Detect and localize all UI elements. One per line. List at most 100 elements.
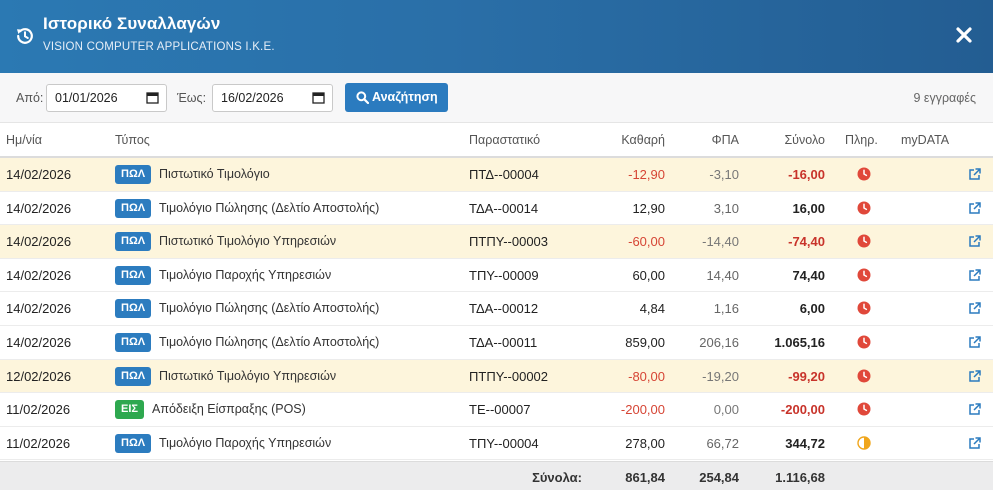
- open-external-icon[interactable]: [968, 168, 981, 181]
- table-row[interactable]: 14/02/2026 ΠΩΛ Τιμολόγιο Πώλησης (Δελτίο…: [0, 292, 993, 326]
- table-row[interactable]: 14/02/2026 ΠΩΛ Τιμολόγιο Πώλησης (Δελτίο…: [0, 325, 993, 360]
- calendar-icon[interactable]: [312, 91, 325, 104]
- col-type[interactable]: Τύπος: [115, 133, 150, 147]
- type-badge: ΕΙΣ: [115, 400, 144, 420]
- open-external-icon[interactable]: [968, 269, 981, 282]
- row-date: 14/02/2026: [6, 167, 72, 182]
- col-vat[interactable]: ΦΠΑ: [711, 133, 739, 147]
- type-badge: ΠΩΛ: [115, 232, 152, 252]
- row-vat: -3,10: [709, 167, 739, 182]
- table-row[interactable]: 14/02/2026 ΠΩΛ Τιμολόγιο Πώλησης (Δελτίο…: [0, 191, 993, 226]
- totals-label: Σύνολα:: [532, 470, 582, 485]
- table-row[interactable]: 11/02/2026 ΠΩΛ Τιμολόγιο Παροχής Υπηρεσι…: [0, 426, 993, 461]
- row-type: Πιστωτικό Τιμολόγιο Υπηρεσιών: [159, 234, 337, 249]
- table-header: Ημ/νία Τύπος Παραστατικό Καθαρή ΦΠΑ Σύνο…: [0, 123, 993, 158]
- type-badge: ΠΩΛ: [115, 299, 152, 319]
- row-vat: -14,40: [702, 234, 739, 250]
- row-vat: 14,40: [706, 267, 739, 283]
- row-net: -80,00: [628, 368, 665, 384]
- type-badge: ΠΩΛ: [115, 366, 152, 386]
- row-type: Απόδειξη Είσπραξης (POS): [152, 402, 306, 417]
- unpaid-clock-icon: [857, 201, 871, 215]
- row-type: Τιμολόγιο Πώλησης (Δελτίο Αποστολής): [159, 301, 380, 316]
- row-date: 14/02/2026: [6, 267, 72, 283]
- row-vat: 3,10: [713, 200, 739, 216]
- from-label: Από:: [16, 91, 44, 105]
- open-external-icon[interactable]: [968, 336, 981, 349]
- row-type: Πιστωτικό Τιμολόγιο: [159, 167, 270, 181]
- col-date[interactable]: Ημ/νία: [6, 133, 42, 147]
- table-row[interactable]: 11/02/2026 ΕΙΣ Απόδειξη Είσπραξης (POS) …: [0, 393, 993, 427]
- col-document[interactable]: Παραστατικό: [469, 133, 541, 147]
- row-total: -74,40: [788, 234, 825, 250]
- col-net[interactable]: Καθαρή: [621, 133, 665, 147]
- row-net: 60,00: [632, 267, 665, 283]
- unpaid-clock-icon: [857, 335, 871, 349]
- row-document: ΤΕ--00007: [469, 402, 531, 418]
- totals-net: 861,84: [625, 470, 665, 485]
- col-total[interactable]: Σύνολο: [784, 133, 825, 147]
- search-icon: [356, 91, 369, 104]
- partial-payment-icon: [857, 436, 871, 450]
- row-net: -60,00: [628, 234, 665, 250]
- row-document: ΤΔΑ--00011: [469, 334, 538, 350]
- history-icon: [17, 28, 33, 44]
- row-net: -12,90: [628, 167, 665, 182]
- dialog-title: Ιστορικό Συναλλαγών: [43, 14, 221, 33]
- unpaid-clock-icon: [857, 402, 871, 416]
- col-payment[interactable]: Πληρ.: [845, 133, 878, 147]
- unpaid-clock-icon: [857, 369, 871, 383]
- table-row[interactable]: 12/02/2026 ΠΩΛ Πιστωτικό Τιμολόγιο Υπηρε…: [0, 359, 993, 394]
- type-badge: ΠΩΛ: [115, 165, 152, 184]
- row-total: 1.065,16: [774, 334, 825, 350]
- row-date: 14/02/2026: [6, 334, 72, 350]
- totals-vat: 254,84: [699, 470, 739, 485]
- row-vat: -19,20: [702, 368, 739, 384]
- row-type: Τιμολόγιο Παροχής Υπηρεσιών: [159, 435, 332, 450]
- row-net: 4,84: [639, 301, 665, 317]
- row-net: -200,00: [620, 402, 665, 418]
- type-badge: ΠΩΛ: [115, 332, 152, 352]
- open-external-icon[interactable]: [968, 437, 981, 450]
- col-mydata[interactable]: myDATA: [901, 133, 950, 147]
- row-total: -200,00: [780, 402, 825, 418]
- table-row[interactable]: 14/02/2026 ΠΩΛ Τιμολόγιο Παροχής Υπηρεσι…: [0, 258, 993, 293]
- open-external-icon[interactable]: [968, 403, 981, 416]
- open-external-icon[interactable]: [968, 369, 981, 383]
- from-date-input[interactable]: 01/01/2026: [46, 84, 167, 112]
- row-document: ΠΤΔ--00004: [469, 167, 539, 182]
- row-type: Τιμολόγιο Πώλησης (Δελτίο Αποστολής): [159, 334, 380, 349]
- dialog-header: Ιστορικό Συναλλαγών VISION COMPUTER APPL…: [0, 0, 993, 73]
- type-badge: ΠΩΛ: [115, 433, 152, 453]
- row-total: 16,00: [792, 200, 825, 216]
- row-net: 12,90: [632, 200, 665, 216]
- row-document: ΤΠΥ--00004: [469, 435, 539, 451]
- table-row[interactable]: 14/02/2026 ΠΩΛ Πιστωτικό Τιμολόγιο Υπηρε…: [0, 225, 993, 259]
- open-external-icon[interactable]: [968, 201, 981, 215]
- type-badge: ΠΩΛ: [115, 265, 152, 285]
- search-button[interactable]: Αναζήτηση: [345, 83, 448, 112]
- transactions-table-body: 14/02/2026 ΠΩΛ Πιστωτικό Τιμολόγιο ΠΤΔ--…: [0, 158, 993, 461]
- row-date: 11/02/2026: [6, 402, 71, 418]
- records-count: 9 εγγραφές: [913, 91, 976, 105]
- row-total: 74,40: [792, 267, 825, 283]
- totals-row: Σύνολα: 861,84 254,84 1.116,68: [0, 461, 993, 490]
- calendar-icon[interactable]: [146, 91, 159, 104]
- open-external-icon[interactable]: [968, 302, 981, 315]
- row-total: 6,00: [799, 301, 825, 317]
- search-button-label: Αναζήτηση: [372, 90, 438, 104]
- to-date-value: 16/02/2026: [221, 91, 284, 105]
- to-date-input[interactable]: 16/02/2026: [212, 84, 333, 112]
- open-external-icon[interactable]: [968, 235, 981, 248]
- row-type: Τιμολόγιο Παροχής Υπηρεσιών: [159, 267, 332, 282]
- unpaid-clock-icon: [857, 167, 871, 181]
- from-date-value: 01/01/2026: [55, 91, 118, 105]
- row-type: Πιστωτικό Τιμολόγιο Υπηρεσιών: [159, 368, 337, 383]
- close-icon[interactable]: [953, 24, 975, 46]
- row-vat: 206,16: [699, 334, 739, 350]
- row-vat: 0,00: [713, 402, 739, 418]
- row-total: 344,72: [785, 435, 825, 451]
- row-date: 14/02/2026: [6, 301, 72, 317]
- table-row[interactable]: 14/02/2026 ΠΩΛ Πιστωτικό Τιμολόγιο ΠΤΔ--…: [0, 158, 993, 192]
- row-document: ΠΤΠΥ--00003: [469, 234, 549, 250]
